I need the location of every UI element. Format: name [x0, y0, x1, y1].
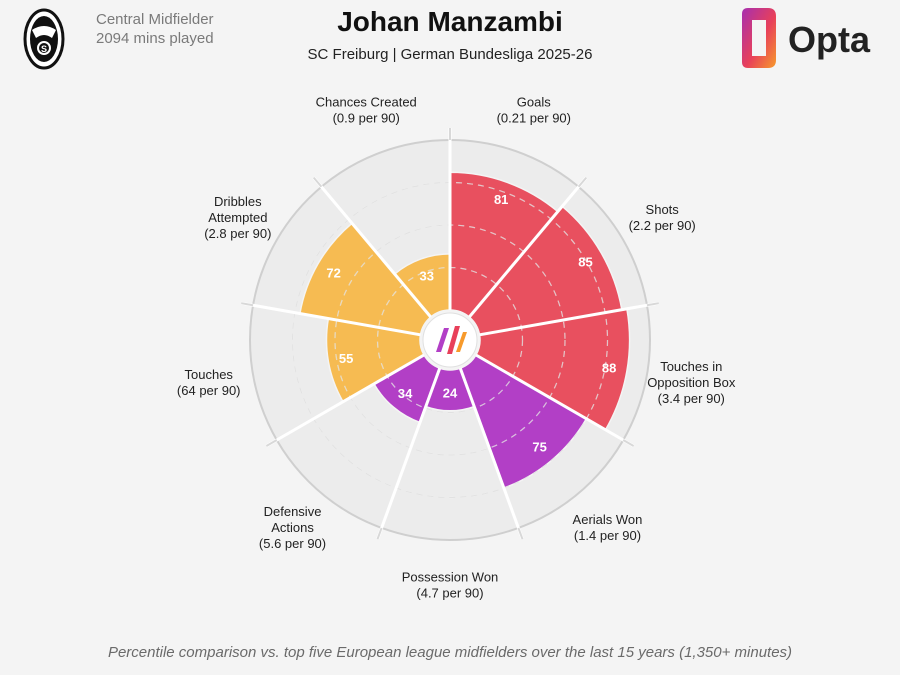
category-name: Shots: [646, 202, 680, 217]
category-name: Touches: [185, 367, 234, 382]
category-name: Aerials Won: [573, 512, 643, 527]
opta-logo: Opta: [734, 6, 894, 75]
data-wedge: [393, 253, 451, 319]
center-hub: [422, 312, 478, 368]
value-label: 24: [443, 385, 458, 400]
category-label: Defensive Actions (5.6 per 90): [259, 504, 326, 551]
data-wedge: [372, 353, 441, 424]
radial-tick: [577, 176, 588, 188]
player-info: Central Midfielder 2094 mins played: [96, 10, 214, 48]
category-label: Chances Created (0.9 per 90): [316, 94, 417, 125]
category-rate: (1.4 per 90): [574, 528, 641, 543]
player-position: Central Midfielder: [96, 11, 214, 28]
value-label: 55: [339, 351, 353, 366]
radial-tick: [241, 302, 254, 307]
radial-tick: [376, 527, 383, 540]
radial-separator: [240, 301, 421, 337]
radial-separator: [458, 367, 524, 540]
radial-tick: [517, 527, 524, 540]
radial-tick: [646, 302, 659, 307]
radial-separator: [376, 367, 442, 540]
category-rate: (3.4 per 90): [658, 391, 725, 406]
data-wedge: [474, 307, 631, 431]
value-label: 34: [398, 386, 413, 401]
category-name: Possession Won: [402, 570, 499, 585]
category-rate: (0.21 per 90): [497, 110, 571, 125]
category-rate: (0.9 per 90): [333, 110, 400, 125]
value-label: 72: [326, 265, 340, 280]
data-wedge: [325, 317, 426, 403]
category-name: Attempted: [208, 210, 267, 225]
value-label: 81: [494, 192, 508, 207]
value-label: 75: [532, 439, 546, 454]
category-label: Touches (64 per 90): [177, 367, 241, 398]
data-wedge: [468, 205, 623, 336]
category-label: Aerials Won (1.4 per 90): [573, 512, 643, 543]
category-rate: (2.2 per 90): [629, 218, 696, 233]
value-label: 85: [578, 254, 592, 269]
value-label: 33: [419, 269, 433, 284]
category-name: Goals: [517, 94, 551, 109]
category-rate: (4.7 per 90): [416, 586, 483, 601]
category-name: Actions: [271, 520, 314, 535]
category-name: Opposition Box: [647, 375, 736, 390]
data-wedge: [449, 171, 559, 319]
category-rate: (64 per 90): [177, 383, 241, 398]
data-wedge: [424, 367, 476, 412]
radial-tick: [622, 439, 635, 447]
radial-tick: [265, 439, 278, 447]
radial-separator: [475, 353, 635, 448]
category-label: Shots (2.2 per 90): [629, 202, 696, 233]
minutes-played: 2094 mins played: [96, 30, 214, 47]
category-rate: (5.6 per 90): [259, 536, 326, 551]
category-rate: (2.8 per 90): [204, 226, 271, 241]
page-title: Johan Manzambi: [337, 6, 563, 37]
opta-mark-icon: [436, 326, 467, 354]
category-name: Dribbles: [214, 194, 262, 209]
background-wedge: [381, 368, 519, 541]
radial-tick: [312, 176, 323, 188]
opta-logo-text: Opta: [788, 19, 871, 60]
club-crest-icon: S: [22, 8, 66, 75]
svg-text:S: S: [41, 44, 47, 54]
category-label: Touches in Opposition Box (3.4 per 90): [647, 359, 736, 406]
category-label: Goals (0.21 per 90): [497, 94, 571, 125]
data-wedge: [299, 222, 432, 336]
radial-separator: [479, 301, 660, 337]
footnote: Percentile comparison vs. top five Europ…: [107, 644, 793, 661]
category-name: Touches in: [660, 359, 722, 374]
category-name: Chances Created: [316, 94, 417, 109]
page-subtitle: SC Freiburg | German Bundesliga 2025-26: [307, 46, 593, 63]
radial-separator: [468, 176, 588, 318]
radial-separator: [265, 353, 425, 448]
category-label: Dribbles Attempted (2.8 per 90): [204, 194, 271, 241]
value-label: 88: [602, 361, 616, 376]
category-label: Possession Won (4.7 per 90): [402, 570, 499, 601]
radial-separator: [312, 176, 432, 318]
category-name: Defensive: [264, 504, 322, 519]
